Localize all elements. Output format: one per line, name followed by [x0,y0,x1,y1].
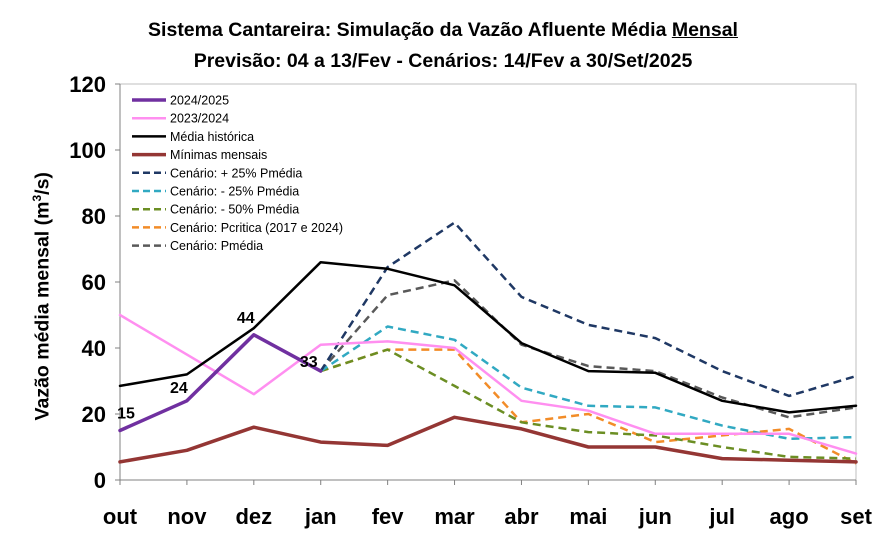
chart-title-underlined-word: Mensal [671,19,738,41]
y-tick-label: 0 [94,468,106,493]
series-line-3 [118,415,858,464]
y-tick-label: 40 [82,336,106,361]
x-tick-label-mar: mar [434,504,475,529]
x-tick-label-fev: fev [372,504,405,529]
x-tick-label-jul: jul [708,504,735,529]
data-label: 33 [300,354,318,371]
legend-label-1: 2023/2024 [170,112,229,126]
legend-label-2: Média histórica [170,130,254,144]
data-label: 44 [237,310,255,327]
y-tick-label: 20 [82,402,106,427]
x-tick-label-mai: mai [569,504,607,529]
y-tick-label: 100 [69,138,106,163]
chart-title-line1: Sistema Cantareira: Simulação da Vazão A… [0,19,886,42]
y-tick-label: 80 [82,204,106,229]
legend-label-3: Mínimas mensais [170,148,267,162]
y-tick-label: 120 [69,72,106,97]
chart-title-main: Sistema Cantareira: Simulação da Vazão A… [148,19,667,41]
x-tick-label-ago: ago [770,504,809,529]
chart-subtitle: Previsão: 04 a 13/Fev - Cenários: 14/Fev… [193,50,693,72]
y-tick-label: 60 [82,270,106,295]
legend-label-0: 2024/2025 [170,94,229,108]
x-tick-label-jun: jun [638,504,672,529]
data-label: 15 [117,406,135,423]
series-line-7 [320,348,857,465]
x-tick-label-set: set [840,504,872,529]
legend-label-5: Cenário: - 25% Pmédia [170,185,299,199]
x-tick-label-abr: abr [504,504,539,529]
x-tick-label-jan: jan [304,504,337,529]
series-line-6 [320,348,857,460]
legend-label-6: Cenário: - 50% Pmédia [170,203,299,217]
legend-label-7: Cenário: Pcritica (2017 e 2024) [170,221,343,235]
legend-label-4: Cenário: + 25% Pmédia [170,166,302,180]
x-tick-label-out: out [103,504,138,529]
series-line-8 [319,279,857,419]
data-label: 24 [170,380,188,397]
x-tick-label-nov: nov [167,504,207,529]
series-line-0 [118,333,323,433]
series-line-1 [118,313,858,455]
series-line-4 [319,221,857,398]
legend-label-8: Cenário: Pmédia [170,239,263,253]
x-tick-label-dez: dez [235,504,272,529]
series-line-2 [118,260,858,414]
